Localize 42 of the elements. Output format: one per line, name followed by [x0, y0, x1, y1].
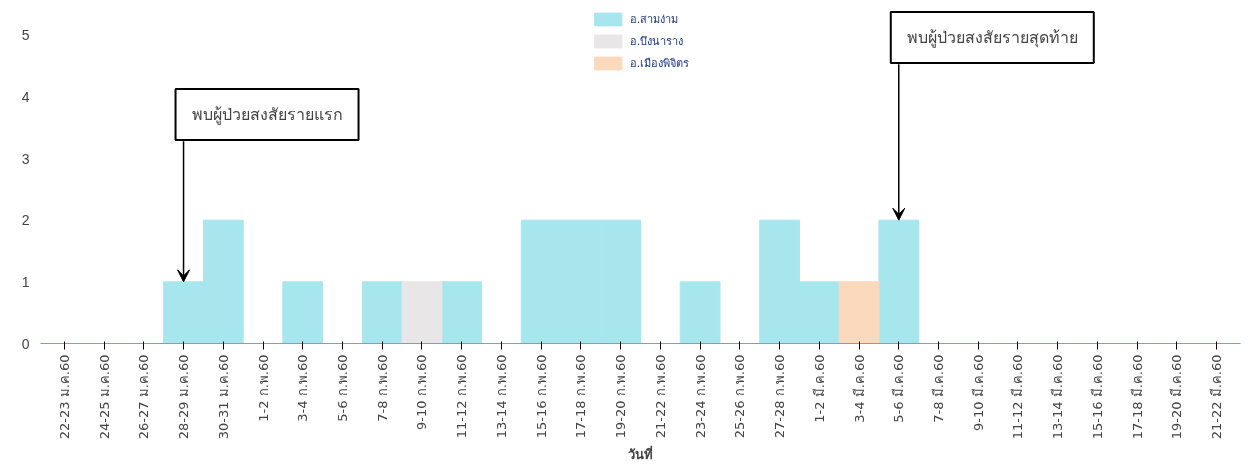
legend-label: อ.บึงนาราง: [629, 34, 684, 50]
x-tick-label: 23-24 ก.พ.60: [692, 354, 708, 439]
y-tick-label: 3: [21, 150, 30, 167]
x-tick-label: 22-23 ม.ค.60: [56, 354, 72, 440]
y-tick-label: 0: [21, 335, 30, 352]
x-tick-label: 15-16 มี.ค.60: [1089, 354, 1105, 440]
annotation: พบผู้ป่วยสงสัยรายสุดท้าย: [906, 27, 1078, 48]
x-tick-label: 19-20 ก.พ.60: [613, 354, 629, 439]
legend-label: อ.สามง่าม: [629, 12, 679, 28]
x-tick-label: 3-4 ก.พ.60: [295, 354, 311, 422]
x-tick-label: 24-25 ม.ค.60: [96, 354, 112, 440]
x-tick-label: 25-26 ก.พ.60: [732, 354, 748, 439]
x-tick-label: 13-14 มี.ค.60: [1050, 354, 1066, 440]
x-tick-label: 1-2 มี.ค.60: [811, 354, 827, 423]
x-axis-title: วันที่: [628, 445, 653, 463]
x-tick-label: 9-10 มี.ค.60: [970, 354, 986, 431]
x-tick-label: 30-31 ม.ค.60: [215, 354, 231, 440]
x-tick-label: 7-8 ก.พ.60: [374, 354, 390, 422]
y-tick-label: 5: [21, 27, 30, 44]
x-tick-label: 5-6 มี.ค.60: [891, 354, 907, 423]
x-tick-label: 17-18 มี.ค.60: [1129, 354, 1145, 440]
x-tick-label: 15-16 ก.พ.60: [533, 354, 549, 439]
x-tick-label: 13-14 ก.พ.60: [493, 354, 509, 439]
x-tick-label: 7-8 มี.ค.60: [931, 354, 947, 423]
x-tick-label: 3-4 มี.ค.60: [851, 354, 867, 423]
y-tick-label: 4: [21, 88, 30, 105]
x-tick-label: 1-2 ก.พ.60: [255, 354, 271, 422]
x-tick-label: 9-10 ก.พ.60: [414, 354, 430, 430]
x-tick-label: 26-27 ม.ค.60: [136, 354, 152, 440]
x-tick-label: 27-28 ก.พ.60: [772, 354, 788, 439]
legend-label: อ.เมืองพิจิตร: [629, 56, 690, 72]
annotation: พบผู้ป่วยสงสัยรายแรก: [191, 105, 343, 125]
x-tick-label: 19-20 มี.ค.60: [1169, 354, 1185, 440]
x-tick-label: 11-12 มี.ค.60: [1010, 354, 1026, 440]
x-tick-label: 11-12 ก.พ.60: [454, 354, 470, 439]
y-tick-label: 2: [21, 212, 30, 229]
y-tick-label: 1: [21, 273, 30, 290]
x-tick-label: 21-22 มี.ค.60: [1209, 354, 1225, 440]
x-tick-label: 21-22 ก.พ.60: [652, 354, 668, 439]
x-tick-label: 5-6 ก.พ.60: [334, 354, 350, 422]
x-tick-label: 17-18 ก.พ.60: [573, 354, 589, 439]
x-tick-label: 28-29 ม.ค.60: [176, 354, 192, 440]
